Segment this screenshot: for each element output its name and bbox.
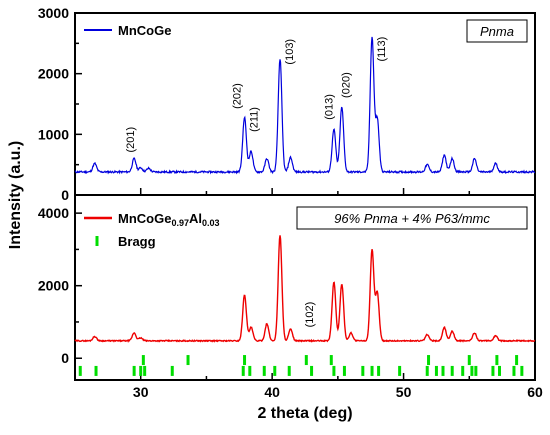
x-tick-label: 50 (396, 384, 412, 400)
phase-annotation-text: 96% Pnma + 4% P63/mmc (334, 211, 490, 226)
x-tick-label: 60 (527, 384, 543, 400)
legend-formula-sub1: 0.97 (171, 218, 189, 228)
top-axis-ticks: 0 1000 2000 3000 (38, 5, 536, 203)
y-tick-label: 1000 (38, 126, 69, 142)
phase-annotation: 96% Pnma + 4% P63/mmc (296, 206, 528, 230)
bottom-axis-ticks: 30 40 50 60 0 2000 4000 (38, 205, 543, 400)
bottom-plot-frame (74, 194, 536, 381)
peak-label: (020) (341, 72, 353, 98)
peak-label: (103) (284, 39, 296, 65)
bottom-peak-labels: (102) (304, 302, 316, 328)
peak-label: (202) (232, 83, 244, 109)
mncogeal-legend-label: MnCoGe0.97Al0.03 (118, 211, 220, 228)
bottom-legend: MnCoGe0.97Al0.03 Bragg (84, 211, 220, 249)
x-tick-label: 40 (264, 384, 280, 400)
y-axis-title: Intensity (a.u.) (7, 141, 24, 249)
mncoge-series-line (74, 36, 535, 175)
bottom-panel: 30 40 50 60 0 2000 4000 (102) MnCoGe0.97Al0.03… (38, 194, 543, 400)
top-legend: MnCoGe (84, 23, 171, 38)
bragg-legend-label: Bragg (118, 234, 156, 249)
y-tick-label: 0 (61, 350, 69, 366)
peak-label: (211) (249, 107, 261, 132)
y-tick-label: 3000 (38, 5, 69, 21)
bragg-markers (78, 355, 524, 376)
pnma-annotation: Pnma (466, 19, 528, 43)
x-axis-title: 2 theta (deg) (257, 405, 352, 422)
peak-label: (102) (304, 302, 316, 328)
peak-label: (201) (125, 127, 137, 153)
legend-formula-sub2: 0.03 (202, 218, 220, 228)
y-tick-label: 4000 (38, 205, 69, 221)
peak-label: (113) (376, 37, 388, 62)
mncoge-legend-label: MnCoGe (118, 23, 171, 38)
legend-formula-mid: Al (189, 211, 202, 226)
mncogeal-series-line (74, 235, 536, 343)
top-plot-frame (74, 12, 536, 196)
y-tick-label: 2000 (38, 278, 69, 294)
pnma-annotation-text: Pnma (480, 24, 514, 39)
x-tick-label: 30 (133, 384, 149, 400)
y-tick-label: 2000 (38, 66, 69, 82)
top-peak-labels: (201) (202) (211) (103) (013) (020) (113) (125, 37, 388, 153)
pnma-annotation-box (466, 19, 528, 43)
y-tick-label: 0 (61, 187, 69, 203)
peak-label: (013) (324, 94, 336, 120)
legend-formula-base: MnCoGe (118, 211, 171, 226)
phase-annotation-box (296, 206, 528, 230)
